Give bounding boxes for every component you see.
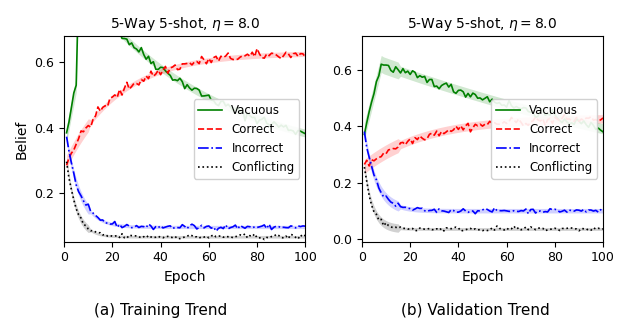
Title: 5-Way 5-shot, $\eta = 8.0$: 5-Way 5-shot, $\eta = 8.0$	[110, 15, 260, 33]
Correct	[108, 95, 116, 99]
Correct	[253, 47, 261, 51]
Text: (b) Validation Trend: (b) Validation Trend	[401, 303, 550, 318]
Vacuous	[486, 100, 493, 104]
Correct	[118, 93, 126, 97]
Incorrect	[406, 207, 414, 211]
Correct	[205, 57, 212, 60]
Correct	[486, 120, 493, 123]
Incorrect	[292, 226, 299, 230]
Correct	[561, 113, 568, 116]
Incorrect	[118, 226, 126, 230]
Vacuous	[188, 88, 196, 92]
Incorrect	[599, 209, 607, 213]
Vacuous	[582, 123, 590, 127]
Incorrect	[471, 212, 479, 216]
Vacuous	[285, 128, 292, 132]
Vacuous	[63, 131, 71, 135]
Conflicting	[261, 238, 268, 241]
X-axis label: Epoch: Epoch	[461, 270, 504, 284]
Vacuous	[302, 132, 309, 135]
Conflicting	[582, 227, 590, 231]
Conflicting	[486, 228, 493, 232]
Incorrect	[302, 224, 309, 228]
Conflicting	[590, 226, 597, 230]
Vacuous	[409, 69, 416, 73]
Conflicting	[285, 237, 292, 240]
Correct	[302, 55, 309, 59]
Conflicting	[360, 165, 368, 169]
Incorrect	[505, 210, 513, 213]
Incorrect	[108, 222, 116, 226]
Line: Correct: Correct	[364, 114, 603, 166]
Line: Vacuous: Vacuous	[67, 0, 306, 135]
Correct	[63, 163, 71, 167]
Vacuous	[599, 130, 607, 134]
Incorrect	[285, 226, 292, 230]
Incorrect	[486, 209, 493, 213]
Vacuous	[111, 22, 118, 25]
Correct	[285, 52, 292, 56]
Conflicting	[292, 235, 299, 239]
Line: Incorrect: Incorrect	[364, 132, 603, 214]
Conflicting	[416, 226, 423, 230]
Correct	[186, 61, 193, 65]
Y-axis label: Belief: Belief	[15, 119, 29, 159]
Correct	[505, 120, 513, 124]
Correct	[599, 116, 607, 120]
Legend: Vacuous, Correct, Incorrect, Conflicting: Vacuous, Correct, Incorrect, Conflicting	[193, 100, 299, 179]
Correct	[409, 142, 416, 145]
Conflicting	[118, 232, 126, 236]
Incorrect	[186, 224, 193, 228]
Incorrect	[590, 209, 597, 213]
Vacuous	[121, 37, 129, 40]
Correct	[365, 164, 373, 168]
Line: Conflicting: Conflicting	[364, 167, 603, 231]
Correct	[592, 118, 600, 121]
Conflicting	[505, 228, 513, 232]
Conflicting	[599, 227, 607, 231]
Conflicting	[63, 160, 71, 163]
Line: Correct: Correct	[67, 49, 306, 165]
X-axis label: Epoch: Epoch	[163, 270, 206, 284]
Incorrect	[212, 229, 220, 233]
Vacuous	[505, 99, 513, 102]
Vacuous	[377, 62, 385, 66]
Incorrect	[360, 130, 368, 134]
Line: Incorrect: Incorrect	[67, 137, 306, 231]
Line: Conflicting: Conflicting	[67, 162, 306, 239]
Correct	[418, 136, 426, 140]
Vacuous	[292, 133, 299, 136]
Correct	[292, 51, 299, 55]
Conflicting	[108, 234, 116, 238]
Vacuous	[590, 123, 597, 127]
Vacuous	[360, 133, 368, 136]
Conflicting	[457, 229, 464, 233]
Title: 5-Way 5-shot, $\eta = 8.0$: 5-Way 5-shot, $\eta = 8.0$	[408, 15, 558, 33]
Legend: Vacuous, Correct, Incorrect, Conflicting: Vacuous, Correct, Incorrect, Conflicting	[491, 100, 597, 179]
Incorrect	[416, 206, 423, 210]
Incorrect	[582, 210, 590, 214]
Line: Vacuous: Vacuous	[364, 64, 603, 135]
Vacuous	[294, 128, 302, 132]
Incorrect	[63, 135, 71, 139]
Vacuous	[207, 98, 215, 102]
Conflicting	[406, 227, 414, 231]
Correct	[360, 162, 368, 166]
Text: (a) Training Trend: (a) Training Trend	[94, 303, 227, 318]
Incorrect	[205, 224, 212, 228]
Correct	[585, 116, 592, 120]
Conflicting	[205, 236, 212, 240]
Conflicting	[186, 233, 193, 237]
Vacuous	[418, 75, 426, 79]
Conflicting	[302, 233, 309, 237]
